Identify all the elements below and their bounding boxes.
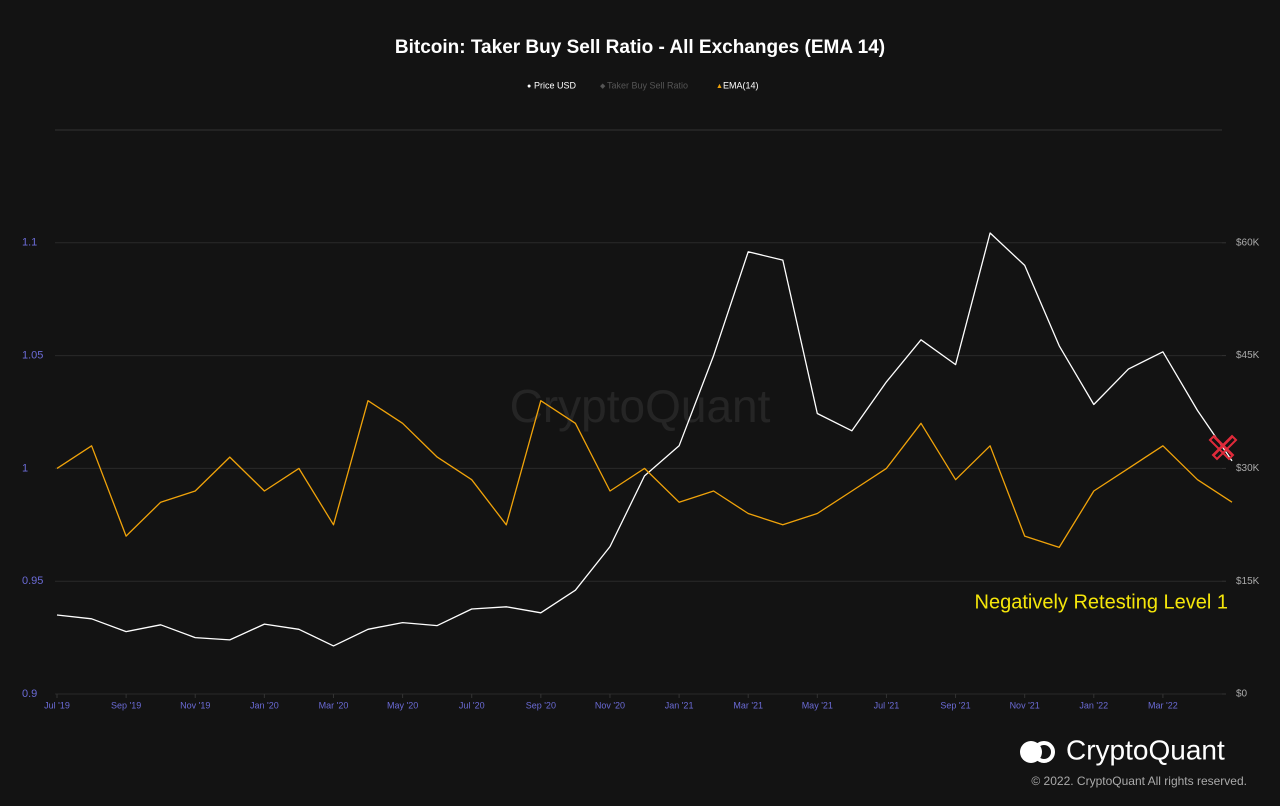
series-line	[56, 400, 1233, 549]
watermark: CryptoQuant	[510, 380, 771, 432]
y-tick-label: 0.95	[22, 575, 43, 587]
legend-label: EMA(14)	[723, 80, 759, 90]
x-tick-label: Sep '20	[526, 700, 556, 710]
logo-icon	[1033, 741, 1055, 763]
legend-label: Taker Buy Sell Ratio	[607, 80, 688, 90]
series-line	[56, 232, 1233, 647]
legend-marker: ◆	[600, 83, 606, 90]
x-tick-label: Jul '19	[44, 700, 70, 710]
x-tick-label: Nov '21	[1010, 700, 1040, 710]
x-tick-label: Sep '19	[111, 700, 141, 710]
copyright: © 2022. CryptoQuant All rights reserved.	[1031, 774, 1247, 788]
x-tick-label: Mar '21	[733, 700, 763, 710]
x-tick-label: May '20	[387, 700, 418, 710]
y-tick-label: 1.1	[22, 237, 37, 249]
plot: 0.9 0.95 1 1.05 1.1 $0 $15K $30K $45K $60K Jul '19…	[22, 129, 1260, 710]
x-tick-label: Mar '20	[319, 700, 349, 710]
x-tick-label: Jan '22	[1079, 700, 1108, 710]
x-marker	[1208, 434, 1238, 461]
y-tick-label: 1	[22, 462, 28, 474]
y2-tick-label: $45K	[1236, 350, 1260, 361]
x-tick-label: Mar '22	[1148, 700, 1178, 710]
legend: ● Price USD ◆ Taker Buy Sell Ratio ▲ EMA(14)	[527, 80, 759, 90]
x-tick-label: Nov '19	[180, 700, 210, 710]
logo: CryptoQuant	[1020, 734, 1225, 765]
y2-tick-label: $0	[1236, 689, 1248, 700]
y-tick-label: 0.9	[22, 688, 37, 700]
legend-marker: ●	[527, 83, 531, 90]
x-tick-label: Jan '21	[665, 700, 694, 710]
x-tick-label: Sep '21	[940, 700, 970, 710]
x-tick-label: Jul '21	[874, 700, 900, 710]
chart-title: Bitcoin: Taker Buy Sell Ratio - All Exch…	[395, 37, 885, 58]
x-tick-label: Jul '20	[459, 700, 485, 710]
legend-label: Price USD	[534, 80, 577, 90]
legend-marker: ▲	[716, 83, 723, 90]
annotation: Negatively Retesting Level 1	[975, 591, 1228, 613]
x-tick-label: May '21	[802, 700, 833, 710]
y2-tick-label: $15K	[1236, 576, 1260, 587]
cross-icon	[1208, 434, 1238, 461]
brand: CryptoQuant	[1066, 734, 1225, 765]
x-tick-label: Jan '20	[250, 700, 279, 710]
y-tick-label: 1.05	[22, 350, 43, 362]
y2-tick-label: $30K	[1236, 463, 1260, 474]
y2-tick-label: $60K	[1236, 237, 1260, 248]
x-tick-label: Nov '20	[595, 700, 625, 710]
